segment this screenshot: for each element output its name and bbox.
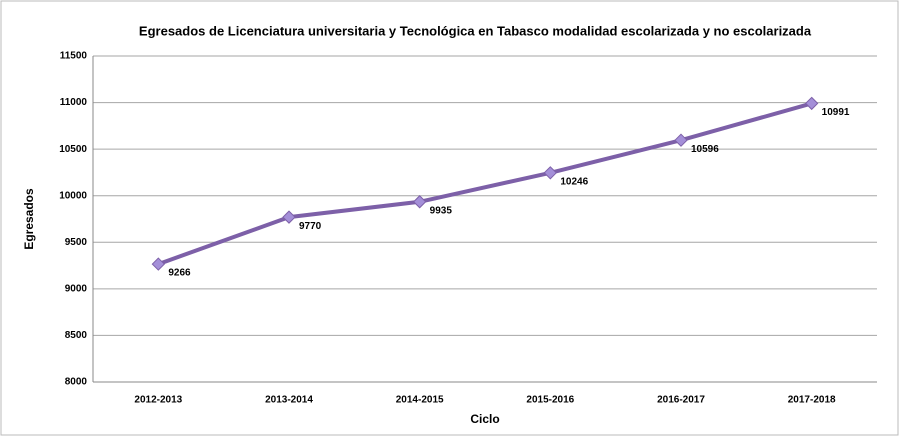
y-tick-label: 8000 [65,377,88,388]
y-tick-label: 10500 [59,144,87,155]
data-label: 9266 [168,268,191,279]
data-label: 9770 [299,221,322,232]
x-tick-label: 2015-2016 [526,395,574,406]
marker [543,166,558,180]
y-tick-label: 9500 [65,237,88,248]
data-label: 10991 [822,107,850,118]
x-tick-label: 2014-2015 [396,395,444,406]
marker [282,210,296,224]
y-axis-title: Egresados [22,188,36,250]
y-tick-label: 11000 [60,97,88,108]
chart-title: Egresados de Licenciatura universitaria … [139,23,812,38]
x-tick-label: 2017-2018 [788,395,836,406]
marker [412,195,427,209]
marker [804,96,819,111]
data-label: 10246 [560,176,588,187]
x-tick-label: 2016-2017 [657,395,705,406]
data-label: 10596 [691,144,719,155]
marker [151,257,166,271]
y-tick-label: 8500 [65,330,88,341]
data-label: 9935 [430,205,453,216]
x-tick-label: 2013-2014 [265,395,313,406]
y-tick-label: 9000 [65,283,88,294]
y-tick-label: 11500 [60,51,88,62]
x-axis-title: Ciclo [470,412,499,426]
series-line [157,101,813,266]
x-tick-label: 2012-2013 [134,395,182,406]
y-tick-label: 10000 [59,190,87,201]
marker [674,133,688,147]
